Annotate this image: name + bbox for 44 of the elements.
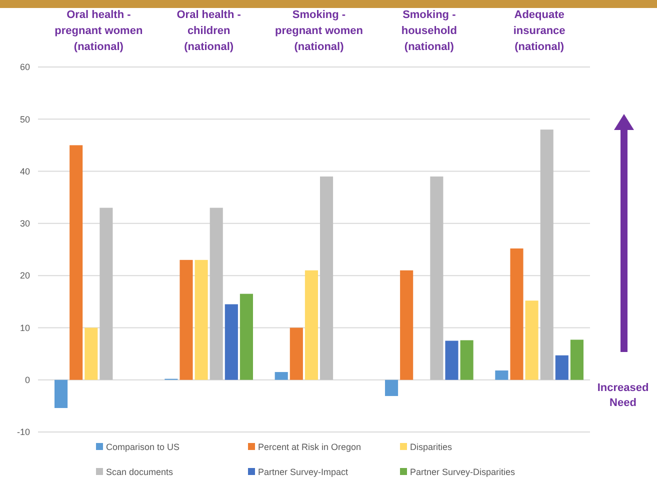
x-tick-label: Adequate insurance (national) — [513, 9, 566, 53]
y-tick-label: 60 — [20, 62, 30, 72]
legend-label: Comparison to US — [106, 442, 180, 452]
bar — [525, 300, 538, 380]
legend-label: Partner Survey-Disparities — [410, 467, 516, 478]
x-tick-label: Smoking - pregnant women (national) — [274, 9, 364, 53]
legend-label: Scan documents — [106, 467, 174, 478]
bar — [320, 176, 334, 380]
bar — [194, 260, 208, 380]
x-tick-label: Oral health - pregnant women (national) — [54, 9, 143, 53]
bar — [304, 270, 318, 380]
bar — [400, 270, 414, 380]
y-tick-label: 10 — [20, 322, 30, 333]
bar — [430, 176, 444, 380]
y-tick-label: 0 — [24, 375, 30, 386]
legend-label: Disparities — [410, 442, 453, 452]
bar — [290, 328, 303, 380]
y-tick-label: 50 — [20, 114, 30, 124]
bar — [180, 260, 193, 380]
text: Increased Need — [597, 382, 649, 409]
bar — [384, 380, 398, 396]
y-tick-label: -10 — [16, 427, 30, 438]
x-tick-label: Oral health - children (national) — [176, 9, 242, 53]
bar — [460, 340, 474, 380]
bar — [54, 380, 68, 408]
bar — [495, 370, 508, 380]
bar — [84, 328, 98, 380]
bar — [100, 208, 113, 380]
bar — [510, 248, 524, 380]
bar — [240, 294, 254, 380]
bar — [210, 208, 223, 380]
bar — [570, 340, 584, 380]
bar — [274, 372, 288, 380]
bar — [555, 355, 568, 380]
y-tick-label: 20 — [20, 270, 30, 281]
y-tick-label: 30 — [20, 218, 30, 229]
x-tick-label: Smoking - household (national) — [401, 9, 457, 53]
legend-label: Partner Survey-Impact — [258, 467, 349, 478]
bar — [445, 340, 458, 380]
legend-label: Percent at Risk in Oregon — [258, 442, 362, 452]
bar — [540, 130, 554, 380]
y-tick-label: 40 — [20, 166, 30, 176]
bar — [70, 145, 83, 380]
bar — [224, 304, 238, 380]
